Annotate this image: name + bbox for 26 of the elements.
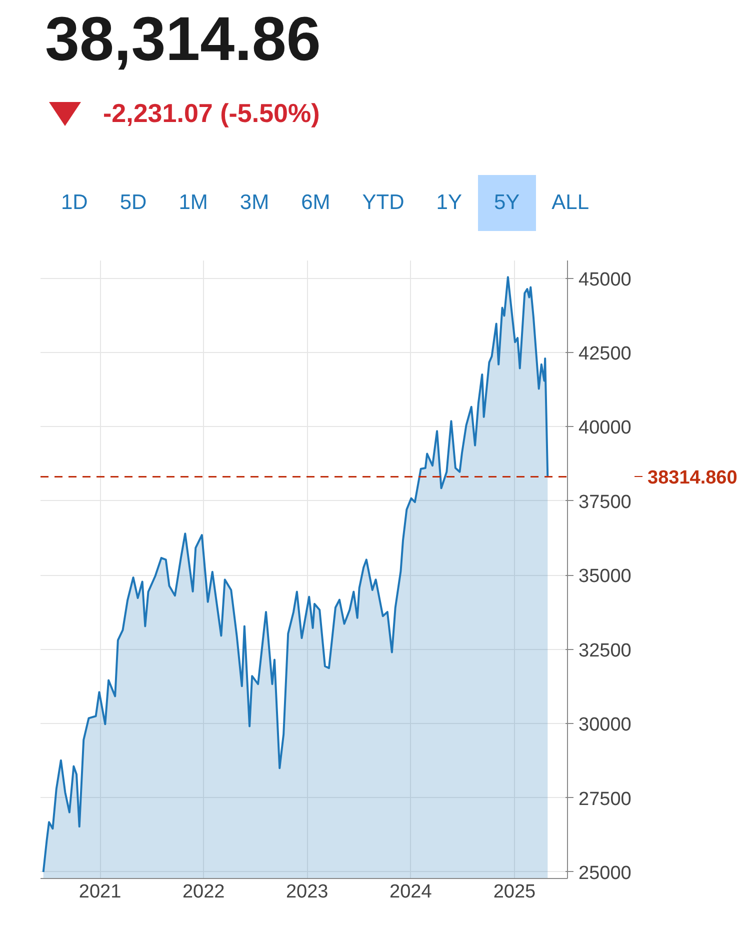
x-tick-label: 2022 bbox=[182, 882, 225, 902]
y-tick-label: 32500 bbox=[578, 640, 632, 662]
text: ALL bbox=[550, 190, 590, 216]
text: 3M bbox=[238, 190, 270, 216]
y-tick-label: 37500 bbox=[578, 492, 632, 513]
y-tick-label: 30000 bbox=[578, 714, 632, 736]
chart-title: 38,314.86 bbox=[45, 5, 321, 75]
x-tick-label: 2021 bbox=[78, 882, 122, 902]
y-tick-label: 27500 bbox=[578, 788, 632, 810]
x-tick-label: 2023 bbox=[286, 882, 328, 902]
text: 1D bbox=[60, 190, 89, 216]
x-tick-label: 2024 bbox=[390, 882, 432, 902]
y-tick-label: 35000 bbox=[578, 566, 632, 588]
x-tick-label: 2025 bbox=[493, 882, 536, 902]
text: 5Y bbox=[478, 175, 536, 231]
text: 6M bbox=[300, 190, 332, 216]
y-tick-label: 42500 bbox=[578, 344, 632, 365]
text: 5D bbox=[118, 190, 148, 216]
text: 1Y bbox=[435, 190, 463, 216]
y-tick-label: 25000 bbox=[578, 862, 632, 884]
y-tick-label: 45000 bbox=[578, 269, 632, 290]
chart-subtitle: -2,231.07 (-5.50%) bbox=[103, 97, 320, 130]
y-tick-label: 40000 bbox=[578, 418, 632, 439]
text: YTD bbox=[361, 190, 406, 216]
ref-line-label: 38314.860 bbox=[648, 468, 738, 489]
text: 1M bbox=[178, 190, 209, 216]
